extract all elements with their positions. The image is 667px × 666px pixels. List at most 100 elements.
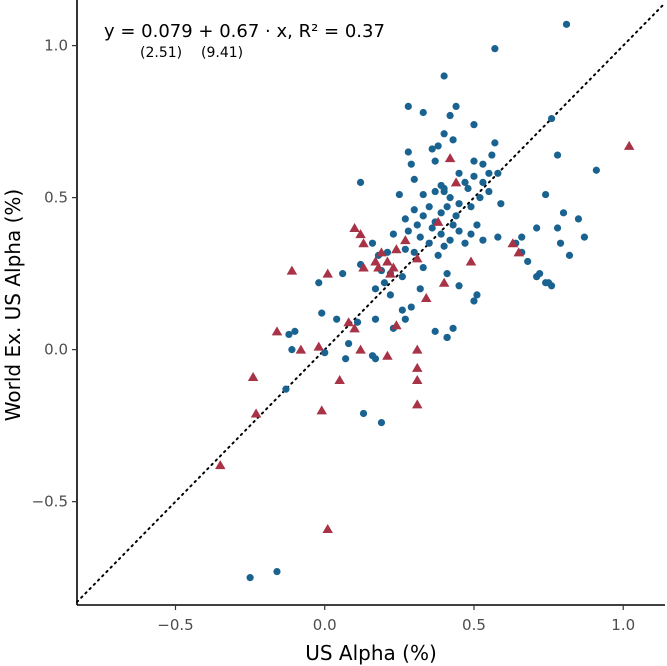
data-point-triangle [343,317,354,327]
y-tick-label: 0.5 [44,189,68,207]
ticks-layer: −0.5 0.0 0.5 1.0 −0.5 0.0 0.5 1.0 [32,37,636,634]
data-point-circle [455,282,463,290]
data-point-circle [410,248,418,256]
data-point-circle [553,151,562,159]
data-point-circle [479,178,487,187]
data-point-triangle [316,405,328,415]
data-point-triangle [373,262,384,272]
data-point-circle [380,279,389,287]
data-point-circle [547,114,556,123]
data-point-triangle [313,341,325,351]
data-point-circle [285,330,293,339]
regression-equation: y = 0.079 + 0.67 · x, R² = 0.37 [104,21,385,42]
data-point-circle [371,315,380,323]
data-point-circle [592,166,600,174]
data-point-triangle [376,247,387,257]
data-point-circle [410,206,418,214]
data-point-triangle [391,244,402,254]
data-point-circle [574,215,583,223]
data-point-circle [291,327,299,335]
data-point-circle [404,102,412,111]
data-point-circle [401,215,409,223]
data-point-circle [398,306,406,314]
data-point-triangle [412,362,423,372]
data-point-circle [389,230,397,238]
data-point-circle [315,279,323,287]
data-point-triangle [355,229,366,239]
data-point-circle [533,273,541,281]
data-point-circle [339,270,347,278]
data-point-circle [449,324,457,332]
data-point-triangle [355,344,366,354]
data-point-circle [559,209,568,217]
data-point-circle [386,291,395,299]
data-point-circle [467,203,475,211]
data-point-circle [473,221,481,229]
data-point-triangle [465,256,477,266]
data-point-circle [440,130,448,138]
data-point-circle [383,248,392,256]
data-point-circle [491,139,499,147]
data-point-circle [553,224,562,232]
data-point-triangle [385,268,396,278]
data-point-circle [404,227,412,235]
data-point-triangle [250,408,262,418]
data-point-circle [398,273,406,281]
data-point-circle [446,236,454,244]
data-point-triangle [349,323,360,333]
data-point-circle [470,157,478,165]
data-point-circle [434,251,442,259]
y-axis-title: World Ex. US Alpha (%) [1,189,25,421]
data-point-circle [455,227,463,235]
data-point-triangle [322,268,333,278]
data-point-triangle [349,223,360,233]
data-point-circle [410,175,418,183]
data-point-circle [452,102,460,111]
x-tick-label: 0.5 [462,616,486,634]
data-point-circle [356,178,365,187]
data-point-circle [395,190,403,199]
data-point-triangle [507,238,519,248]
data-point-triangle [412,344,423,354]
data-point-circle [533,224,541,232]
data-point-circle [470,297,478,305]
data-point-circle [464,184,472,193]
data-point-circle [425,239,433,247]
data-point-triangle [247,371,259,381]
data-point-circle [479,160,487,168]
data-point-circle [446,194,454,202]
data-point-circle [419,263,427,272]
data-point-triangle [286,265,298,275]
data-point-circle [440,242,448,250]
data-point-circle [449,221,457,229]
data-point-circle [479,236,487,244]
data-point-circle [440,72,448,80]
data-point-circle [443,270,451,278]
data-point-circle [273,567,281,576]
data-point-circle [416,233,424,241]
data-point-circle [419,108,427,117]
data-point-circle [443,333,451,342]
data-point-circle [449,136,457,144]
data-point-circle [473,291,481,299]
data-point-circle [401,245,409,253]
data-point-triangle [382,256,393,266]
data-point-circle [407,160,415,168]
data-point-circle [321,349,329,357]
data-point-circle [455,169,463,177]
data-point-triangle [450,177,462,187]
data-point-circle [488,151,496,159]
data-point-triangle [382,350,393,360]
data-point-triangle [438,277,450,287]
data-point-triangle [444,153,456,163]
data-point-circle [547,282,556,290]
data-point-circle [461,178,469,187]
data-point-circle [497,200,505,208]
data-point-triangle [513,247,524,257]
data-point-triangle [358,262,369,272]
data-point-circle [282,385,290,393]
data-point-circle [419,212,427,220]
data-point-circle [416,285,424,293]
data-point-circle [562,20,571,28]
data-point-circle [494,169,502,177]
